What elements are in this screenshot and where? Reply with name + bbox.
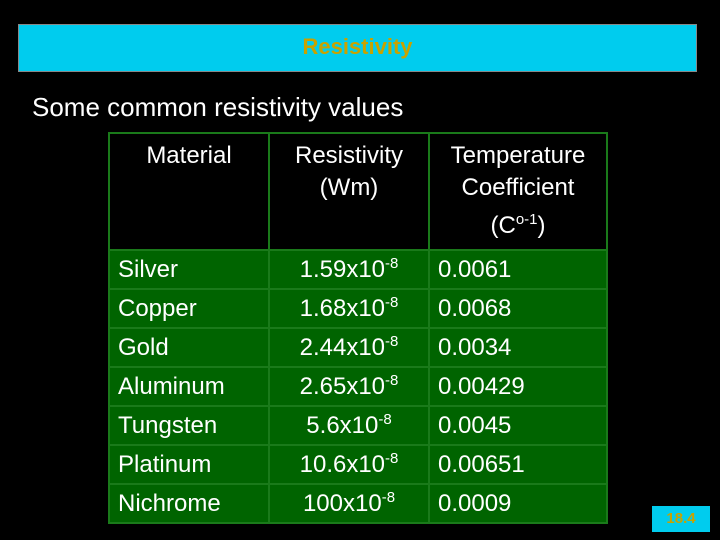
value-base: 1.68x10 [299,295,386,322]
subtitle: Some common resistivity values [32,92,404,122]
value-exponent: -8 [385,255,399,272]
value-base: 1.59x10 [299,256,386,283]
table-cell: 1.68x10-8 [268,288,430,329]
title: Resistivity [302,34,413,59]
table-cell: Gold [108,327,270,368]
table-cell: Platinum [108,444,270,485]
value-exponent: -8 [381,489,396,506]
table-cell: 2.44x10-8 [268,327,430,368]
table-row: Aluminum 2.65x10-8 0.00429 [108,366,608,407]
table-cell: 1.59x10-8 [268,249,430,290]
header-line: Temperature [450,142,586,169]
value-exponent: -8 [385,333,399,350]
table-cell: 5.6x10-8 [268,405,430,446]
value-base: 2.65x10 [299,373,386,400]
table-header: Material Resistivity (Wm) Temperature Coeffi… [108,132,608,251]
value-base: 5.6x10 [306,412,379,439]
value-base: 2.44x10 [299,334,386,361]
header-line: Coefficient [461,174,575,201]
table-cell: 0.0009 [428,483,608,524]
table-row: Copper 1.68x10-8 0.0068 [108,288,608,329]
header-line: Material [146,142,232,169]
header-line: Resistivity [294,142,403,169]
header-cell: Material [108,132,270,251]
value-exponent: -8 [378,411,392,428]
header-cell: Resistivity (Wm) [268,132,430,251]
table-row: Nichrome 100x10-8 0.0009 [108,483,608,524]
table-cell: 10.6x10-8 [268,444,430,485]
table-row: Platinum 10.6x10-8 0.00651 [108,444,608,485]
table-cell: 0.00429 [428,366,608,407]
table-cell: 2.65x10-8 [268,366,430,407]
unit-superscript: o-1 [515,211,538,228]
page-number: 18.4 [652,506,710,532]
table-cell: 0.0045 [428,405,608,446]
unit-text: (C [490,212,516,239]
title-bar: Resistivity [18,24,697,72]
table-cell: 0.00651 [428,444,608,485]
header-unit: (Co-1) [438,204,598,242]
table-cell: Tungsten [108,405,270,446]
table-cell: 0.0068 [428,288,608,329]
unit-text: ) [537,212,546,239]
header-row: Material Resistivity (Wm) Temperature Coeffi… [108,132,608,251]
table-cell: 0.0034 [428,327,608,368]
value-exponent: -8 [385,372,399,389]
table: Material Resistivity (Wm) Temperature Coeffi… [108,132,608,524]
header-line: (Wm) [319,174,379,201]
header-cell: Temperature Coefficient (Co-1) [428,132,608,251]
value-base: 10.6x10 [299,451,386,478]
table-body: Silver 1.59x10-8 0.0061 Copper 1.68x10-8 0.00… [108,249,608,524]
table-row: Tungsten 5.6x10-8 0.0045 [108,405,608,446]
table-cell: Aluminum [108,366,270,407]
table-cell: 100x10-8 [268,483,430,524]
table-row: Gold 2.44x10-8 0.0034 [108,327,608,368]
table-cell: 0.0061 [428,249,608,290]
value-base: 100x10 [302,490,382,517]
table-cell: Silver [108,249,270,290]
table-cell: Nichrome [108,483,270,524]
value-exponent: -8 [385,294,399,311]
value-exponent: -8 [385,450,399,467]
table-row: Silver 1.59x10-8 0.0061 [108,249,608,290]
table-cell: Copper [108,288,270,329]
